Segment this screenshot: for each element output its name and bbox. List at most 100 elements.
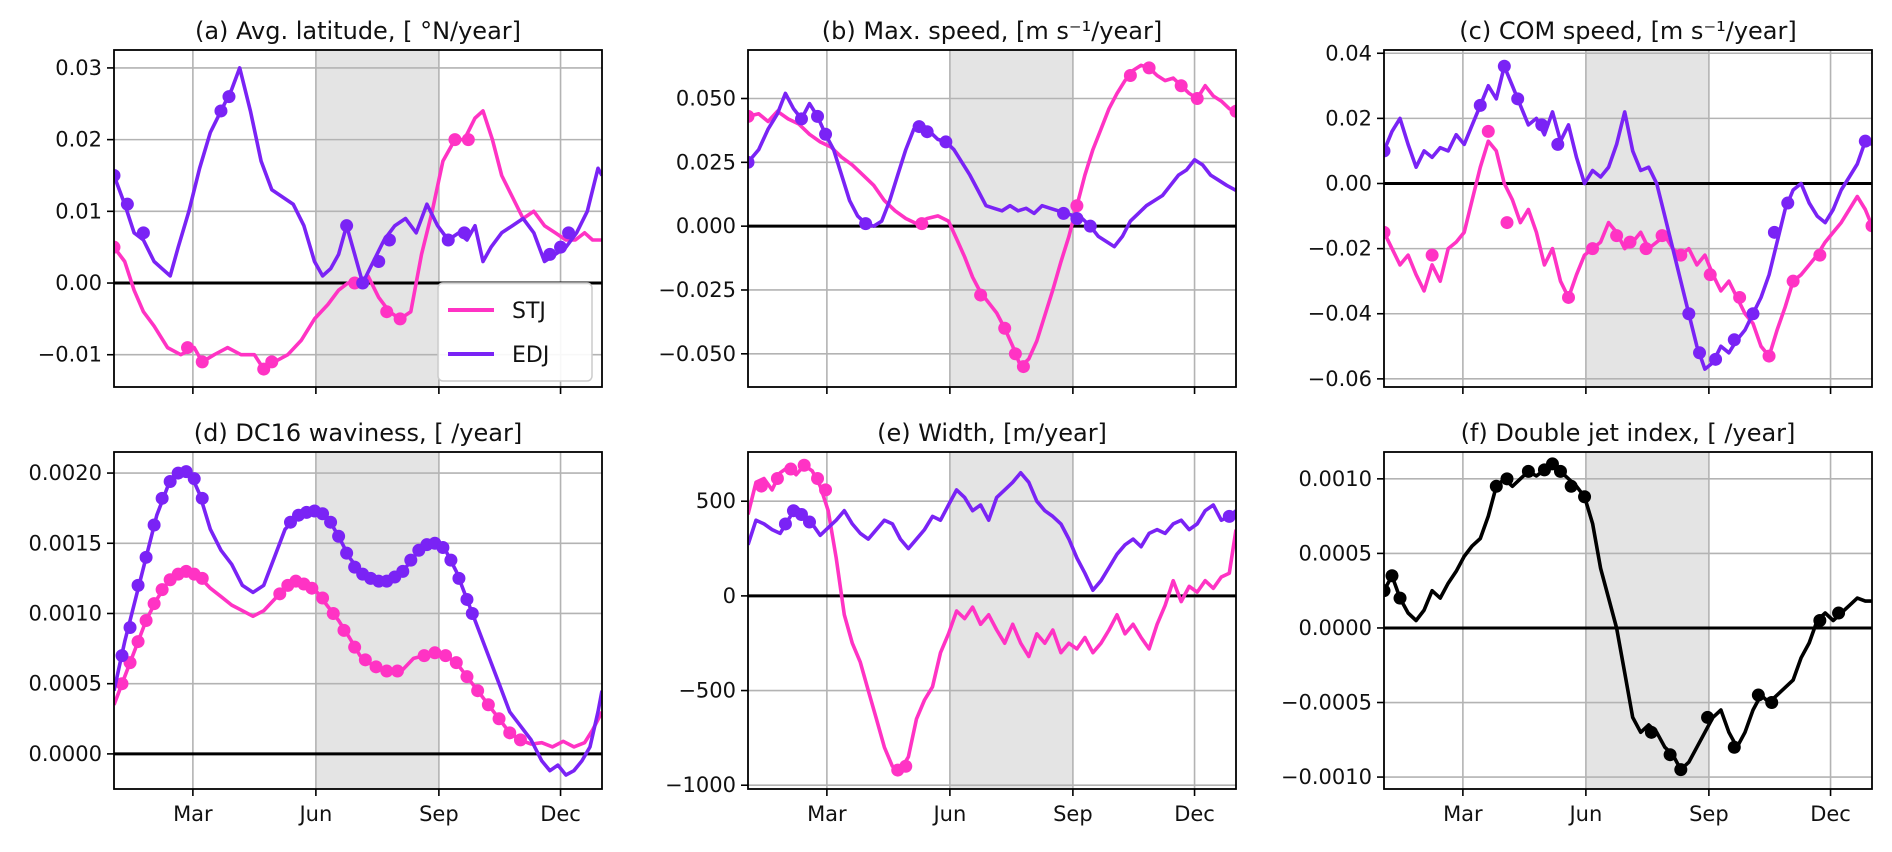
series-point xyxy=(1174,79,1188,93)
y-tick-label: 0.000 xyxy=(676,214,736,238)
series-point xyxy=(372,255,386,269)
series-point xyxy=(181,341,195,355)
y-tick-label: 0.0015 xyxy=(29,531,102,555)
series-line-edj xyxy=(114,66,602,285)
series-point xyxy=(1610,229,1624,243)
series-point xyxy=(1751,688,1765,702)
series-point xyxy=(316,591,330,605)
series-point xyxy=(998,321,1012,335)
series-point xyxy=(811,472,825,486)
panel-1: −0.01 0.00 0.01 0.02 0.03 (a) Avg. latitude, … xyxy=(38,17,603,394)
series-point xyxy=(115,677,129,691)
panel-2: −0.050 −0.025 0.000 0.025 0.050 (b) Max. spee… xyxy=(658,17,1237,394)
y-tick-label: 0.02 xyxy=(55,128,102,152)
panel-6: −0.0010 −0.0005 0.0000 0.0005 0.0010 Mar Jun Se… xyxy=(1281,419,1873,826)
series-point xyxy=(819,483,833,497)
series-line-stj xyxy=(748,463,1236,772)
series-point xyxy=(340,219,354,233)
y-tick-label: −0.025 xyxy=(658,278,736,302)
series-point xyxy=(1813,248,1827,262)
series-point xyxy=(513,733,527,747)
series-point xyxy=(369,660,383,674)
y-tick-label: −0.0005 xyxy=(1281,691,1372,715)
y-tick-label: 0.0010 xyxy=(1299,467,1372,491)
series-point xyxy=(1623,235,1637,249)
y-tick-label: −0.0010 xyxy=(1281,765,1372,789)
series-point xyxy=(115,649,129,663)
series-point xyxy=(380,664,394,678)
y-tick-label: 0.050 xyxy=(676,87,736,111)
series-point xyxy=(1655,229,1669,243)
y-tick-label: 0.04 xyxy=(1325,41,1372,65)
series-point xyxy=(1385,569,1399,583)
series-point xyxy=(1070,199,1084,213)
y-tick-label: −0.02 xyxy=(1308,237,1372,261)
axes-frame xyxy=(747,49,1237,388)
series-point xyxy=(195,491,209,505)
series-point xyxy=(1500,216,1514,230)
series-point xyxy=(460,670,474,684)
series-point xyxy=(428,646,442,660)
series-line-stj xyxy=(114,109,602,371)
series-point xyxy=(1644,725,1658,739)
series-point xyxy=(1733,290,1747,304)
series-point xyxy=(461,133,475,147)
series-point xyxy=(471,684,485,698)
y-tick-label: 0.03 xyxy=(55,56,102,80)
series-point xyxy=(1123,69,1137,83)
series-point xyxy=(748,155,755,169)
series-point xyxy=(1551,137,1565,151)
x-tick-label: Jun xyxy=(931,802,966,826)
series-point xyxy=(1865,219,1872,233)
x-tick-label: Mar xyxy=(807,802,847,826)
series-point xyxy=(382,233,396,247)
series-point xyxy=(1586,242,1600,256)
y-tick-label: 0.0020 xyxy=(29,461,102,485)
series-point xyxy=(356,276,370,290)
series-point xyxy=(503,726,517,740)
series-point xyxy=(1083,219,1097,233)
series-point xyxy=(1786,274,1800,288)
series-point xyxy=(1765,696,1779,710)
series-point xyxy=(784,462,798,476)
series-point xyxy=(120,197,134,211)
series-point xyxy=(441,233,455,247)
series-point xyxy=(754,479,768,493)
series-point xyxy=(380,305,394,319)
series-point xyxy=(457,226,471,240)
shaded-band xyxy=(315,452,439,789)
series-point xyxy=(1781,196,1795,210)
series-point xyxy=(1070,212,1084,225)
series-point xyxy=(390,664,404,678)
series-point xyxy=(332,529,346,543)
series-point xyxy=(417,649,431,663)
series-point xyxy=(1701,710,1715,724)
series-point xyxy=(448,133,462,147)
series-point xyxy=(326,606,340,620)
series-point xyxy=(340,546,354,560)
shaded-band xyxy=(1585,50,1709,387)
series-point xyxy=(1473,98,1487,112)
series-point xyxy=(155,583,169,597)
series-point xyxy=(1553,464,1567,478)
series-point xyxy=(155,491,169,505)
y-tick-label: 0 xyxy=(723,584,736,608)
series-point xyxy=(114,240,121,254)
x-tick-label: Jun xyxy=(297,802,332,826)
axes-frame xyxy=(1383,49,1873,388)
series-point xyxy=(1500,472,1514,486)
y-tick-label: −1000 xyxy=(665,773,736,797)
axes-frame xyxy=(113,49,603,388)
y-tick-label: 0.0000 xyxy=(29,742,102,766)
series-point xyxy=(123,621,137,635)
shaded-band xyxy=(1585,452,1709,789)
series-point xyxy=(465,606,479,620)
y-tick-label: −0.04 xyxy=(1308,302,1372,326)
series-point xyxy=(492,712,506,726)
y-tick-label: 0.0000 xyxy=(1299,616,1372,640)
series-point xyxy=(1727,740,1741,754)
series-point xyxy=(147,597,161,611)
series-point xyxy=(348,640,362,654)
series-point xyxy=(1481,124,1495,138)
series-point xyxy=(1674,763,1688,777)
